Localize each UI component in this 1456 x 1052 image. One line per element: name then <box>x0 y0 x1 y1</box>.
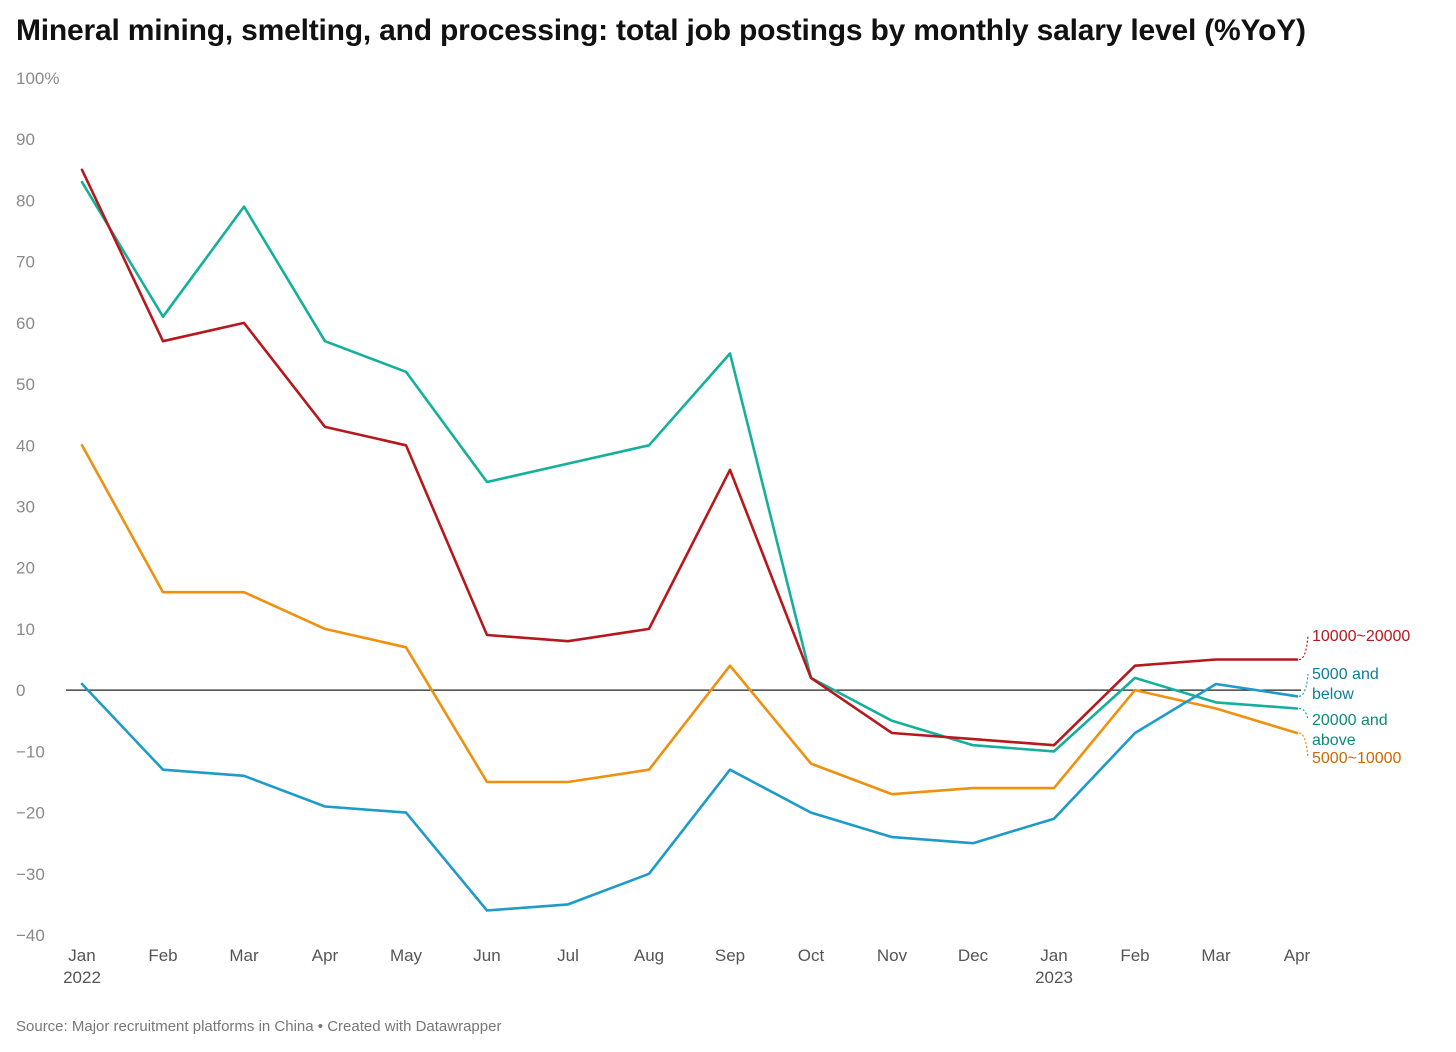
x-tick-label: Jan <box>68 946 95 965</box>
y-tick-label: 80 <box>16 191 35 210</box>
y-tick-label: 60 <box>16 314 35 333</box>
x-tick-label: Mar <box>1201 946 1231 965</box>
x-tick-label: Sep <box>715 946 745 965</box>
x-tick-label: May <box>390 946 423 965</box>
series-lines <box>80 168 1299 912</box>
y-tick-label: 20 <box>16 559 35 578</box>
series-label-1: 10000~20000 <box>1312 628 1410 645</box>
chart-footer: Source: Major recruitment platforms in C… <box>16 1018 502 1035</box>
x-tick-label: Nov <box>877 946 908 965</box>
series-label-leader-2 <box>1298 732 1309 759</box>
series-label-leader-0 <box>1298 707 1309 721</box>
x-year-label: 2022 <box>63 968 101 987</box>
y-axis: 100% 90 80 70 60 50 40 30 20 10 0 −10 −20 −30 −40 <box>16 69 59 945</box>
x-tick-label: Feb <box>148 946 177 965</box>
x-tick-label: Apr <box>1284 946 1311 965</box>
series-line-0 <box>80 180 1299 753</box>
y-tick-label: −20 <box>16 804 45 823</box>
series-line-1 <box>80 168 1299 747</box>
series-label-3: below <box>1312 686 1354 703</box>
x-tick-label: Feb <box>1120 946 1149 965</box>
y-tick-label: 70 <box>16 253 35 272</box>
series-labels: 20000 and above 10000~20000 5000~10000 5000 … <box>1298 628 1410 767</box>
series-line-2 <box>80 443 1299 796</box>
x-tick-label: Mar <box>229 946 259 965</box>
series-line-3 <box>80 682 1299 912</box>
series-label-0: above <box>1312 732 1356 749</box>
y-tick-label: 90 <box>16 130 35 149</box>
x-tick-label: Jul <box>557 946 579 965</box>
y-tick-label: −30 <box>16 865 45 884</box>
series-label-3: 5000 and <box>1312 666 1379 683</box>
y-tick-label: −40 <box>16 926 45 945</box>
series-label-0: 20000 and <box>1312 712 1388 729</box>
x-year-label: 2023 <box>1035 968 1073 987</box>
x-tick-label: Apr <box>312 946 339 965</box>
x-tick-label: Jan <box>1040 946 1067 965</box>
series-label-leader-3 <box>1298 673 1309 697</box>
x-axis: Jan 2022 Feb Mar Apr May Jun Jul Aug Sep Oct Nov Dec… <box>63 946 1310 987</box>
x-tick-label: Oct <box>798 946 825 965</box>
chart-title: Mineral mining, smelting, and processing… <box>16 14 1306 47</box>
x-tick-label: Dec <box>958 946 989 965</box>
y-tick-label: 50 <box>16 375 35 394</box>
series-label-leader-1 <box>1298 635 1309 661</box>
y-tick-label: 10 <box>16 620 35 639</box>
line-chart: 100% 90 80 70 60 50 40 30 20 10 0 −10 −20 −30 −40 Jan 2… <box>16 69 1410 987</box>
y-tick-label: 40 <box>16 436 35 455</box>
series-label-2: 5000~10000 <box>1312 750 1402 767</box>
x-tick-label: Aug <box>634 946 664 965</box>
y-tick-label: 100% <box>16 69 59 88</box>
y-tick-label: 0 <box>16 681 25 700</box>
x-tick-label: Jun <box>473 946 500 965</box>
y-tick-label: 30 <box>16 498 35 517</box>
y-tick-label: −10 <box>16 742 45 761</box>
